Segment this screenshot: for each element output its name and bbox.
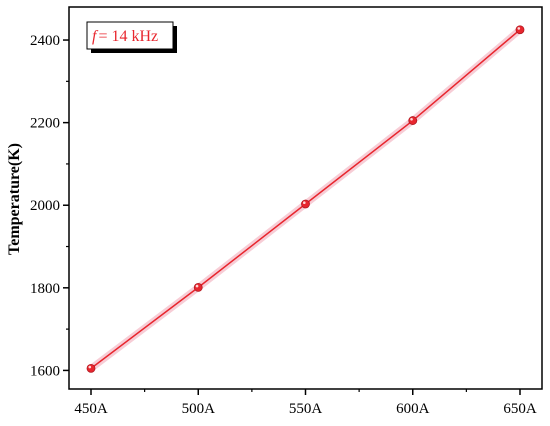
- y-tick-label: 2200: [30, 116, 60, 132]
- x-axis-ticks: 450A 500A 550A 600A 650A: [74, 389, 537, 417]
- y-axis-title: Temperature(K): [6, 143, 23, 255]
- y-tick-label: 1600: [30, 363, 60, 379]
- x-tick-label-500A: 500A: [182, 401, 216, 417]
- data-point-highlight: [195, 284, 199, 288]
- y-axis-ticks: 1600 1800 2000 2200 2400: [30, 33, 69, 379]
- legend-symbol: f: [92, 28, 99, 45]
- legend: f = 14 kHz: [86, 21, 177, 53]
- data-point-highlight: [517, 27, 521, 30]
- legend-value: = 14 kHz: [98, 28, 158, 45]
- legend-entry: f = 14 kHz: [92, 28, 158, 45]
- x-tick-label-550A: 550A: [289, 401, 323, 417]
- series-marker-layer: [86, 25, 525, 373]
- confidence-band-layer: [87, 26, 524, 372]
- y-tick-label: 2400: [30, 33, 60, 49]
- data-point-highlight: [303, 201, 306, 204]
- data-point-550A: [301, 199, 310, 209]
- data-point-highlight: [410, 117, 413, 121]
- y-tick-label: 1800: [30, 281, 60, 297]
- legend-box: [86, 21, 174, 50]
- data-point-highlight: [88, 365, 92, 369]
- y-tick-label: 2000: [30, 198, 60, 214]
- series-0-band: [87, 26, 524, 372]
- x-tick-label-600A: 600A: [396, 401, 430, 417]
- x-tick-label-450A: 450A: [74, 401, 108, 417]
- data-point-450A: [86, 363, 96, 373]
- data-point-600A: [408, 116, 418, 125]
- x-tick-label-650A: 650A: [503, 401, 537, 417]
- data-point-500A: [193, 283, 203, 292]
- data-point-650A: [515, 25, 525, 35]
